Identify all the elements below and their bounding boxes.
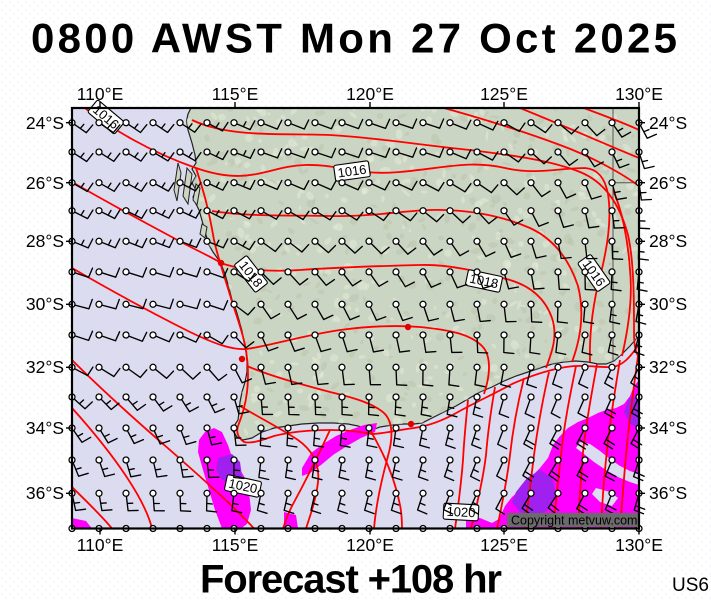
svg-text:Forecast +108 hr: Forecast +108 hr (200, 558, 502, 600)
svg-text:36°S: 36°S (649, 483, 687, 503)
svg-text:1016: 1016 (337, 162, 368, 181)
svg-text:110°E: 110°E (77, 84, 124, 104)
svg-text:28°S: 28°S (649, 231, 687, 251)
svg-text:120°E: 120°E (346, 84, 394, 104)
svg-text:24°S: 24°S (26, 113, 64, 133)
svg-text:110°E: 110°E (77, 535, 124, 555)
svg-text:28°S: 28°S (26, 231, 64, 251)
svg-text:34°S: 34°S (26, 418, 64, 438)
svg-text:26°S: 26°S (649, 173, 687, 193)
svg-text:0800 AWST Mon 27 Oct 2025: 0800 AWST Mon 27 Oct 2025 (31, 15, 677, 62)
svg-text:120°E: 120°E (346, 535, 394, 555)
svg-text:24°S: 24°S (649, 113, 687, 133)
svg-text:1020: 1020 (446, 504, 476, 520)
svg-text:36°S: 36°S (26, 483, 64, 503)
svg-text:34°S: 34°S (649, 418, 687, 438)
svg-text:Copyright metvuw.com: Copyright metvuw.com (511, 514, 637, 528)
svg-text:32°S: 32°S (649, 357, 687, 377)
svg-text:130°E: 130°E (615, 535, 663, 555)
svg-text:US6: US6 (672, 575, 709, 596)
svg-text:30°S: 30°S (26, 294, 64, 314)
svg-text:115°E: 115°E (212, 84, 259, 104)
svg-text:125°E: 125°E (480, 535, 528, 555)
svg-text:130°E: 130°E (615, 84, 663, 104)
svg-text:115°E: 115°E (212, 535, 259, 555)
svg-text:30°S: 30°S (649, 294, 687, 314)
svg-text:125°E: 125°E (480, 84, 528, 104)
svg-text:26°S: 26°S (26, 173, 64, 193)
svg-text:32°S: 32°S (26, 357, 64, 377)
